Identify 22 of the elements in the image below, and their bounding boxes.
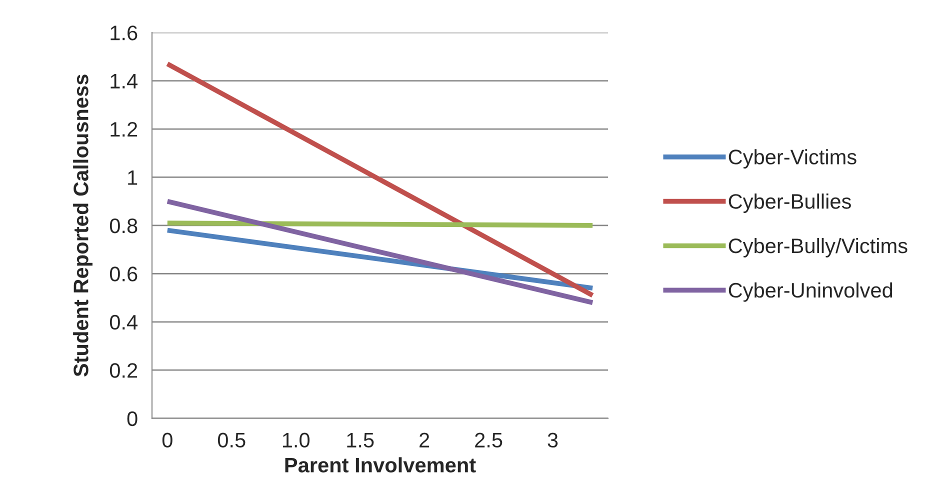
y-tick-label: 1.2 (110, 122, 138, 137)
legend-label: Cyber-Bully/Victims (728, 238, 908, 258)
y-tick-label: 0.6 (110, 266, 138, 282)
y-tick-label: 1.6 (110, 26, 138, 40)
y-tick-label: 1 (128, 170, 138, 185)
y-tick-label: 0 (127, 411, 138, 426)
x-tick-label: 0.5 (218, 432, 246, 448)
legend-label: Cyber-Uninvolved (728, 282, 892, 302)
y-tick-label: 0.8 (110, 218, 138, 234)
x-tick-label: 2.5 (475, 432, 502, 448)
legend-label: Cyber-Victims (728, 149, 856, 169)
x-tick-label: 0 (162, 432, 172, 448)
y-tick-label: 0.4 (110, 314, 138, 330)
legend-label: Cyber-Bullies (728, 194, 851, 213)
x-tick-label: 1.5 (347, 432, 374, 448)
y-tick-label: 1.4 (110, 74, 138, 88)
y-axis-title: Student Reported Callousness (73, 74, 92, 376)
y-tick-label: 0.2 (110, 363, 138, 378)
x-axis-title: Parent Involvement (285, 457, 476, 473)
x-tick-label: 2 (420, 432, 430, 448)
x-tick-label: 1.0 (282, 432, 310, 448)
x-tick-label: 3 (548, 432, 558, 448)
